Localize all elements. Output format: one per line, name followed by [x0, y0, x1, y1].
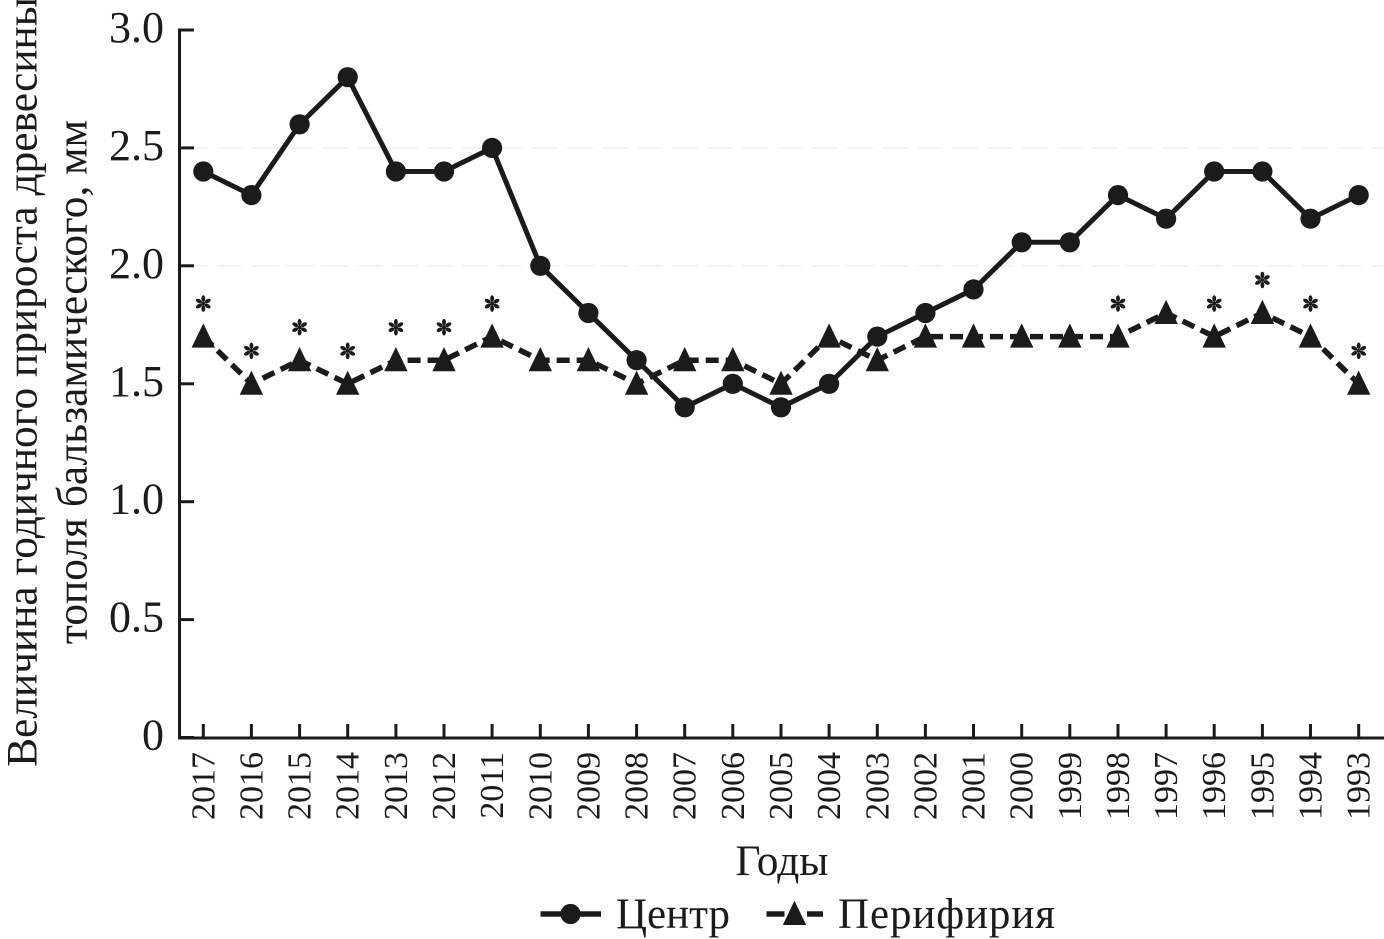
svg-text:Величина годичного прироста др: Величина годичного прироста древесины: [0, 0, 47, 767]
svg-text:2006: 2006: [715, 752, 752, 820]
svg-text:Перифирия: Перифирия: [838, 891, 1056, 938]
svg-text:2005: 2005: [763, 752, 800, 820]
svg-text:тополя бальзамического, мм: тополя бальзамического, мм: [49, 120, 97, 644]
svg-text:1999: 1999: [1052, 752, 1089, 820]
svg-text:0: 0: [142, 711, 164, 760]
svg-text:Годы: Годы: [736, 837, 829, 885]
svg-text:2.5: 2.5: [109, 121, 164, 170]
svg-text:1994: 1994: [1293, 752, 1330, 820]
svg-text:2010: 2010: [522, 752, 559, 820]
svg-text:2.0: 2.0: [109, 239, 164, 288]
svg-text:2003: 2003: [859, 752, 896, 820]
svg-text:1996: 1996: [1196, 752, 1233, 820]
svg-text:1995: 1995: [1244, 752, 1281, 820]
svg-text:2017: 2017: [185, 752, 222, 820]
svg-text:2012: 2012: [426, 752, 463, 820]
svg-text:2014: 2014: [330, 752, 367, 820]
svg-text:2016: 2016: [233, 752, 270, 820]
svg-text:1.5: 1.5: [109, 357, 164, 406]
svg-text:2013: 2013: [378, 752, 415, 820]
svg-text:1998: 1998: [1100, 752, 1137, 820]
svg-text:2002: 2002: [907, 752, 944, 820]
svg-text:2000: 2000: [1004, 752, 1041, 820]
svg-text:3.0: 3.0: [109, 3, 164, 52]
svg-text:Центр: Центр: [616, 891, 730, 938]
svg-text:2001: 2001: [956, 752, 993, 820]
svg-text:1997: 1997: [1148, 752, 1185, 820]
svg-text:2007: 2007: [667, 752, 704, 820]
svg-text:2004: 2004: [811, 752, 848, 820]
svg-text:2009: 2009: [570, 752, 607, 820]
svg-text:1993: 1993: [1341, 752, 1378, 820]
svg-text:2008: 2008: [619, 752, 656, 820]
svg-text:0.5: 0.5: [109, 593, 164, 642]
svg-text:1.0: 1.0: [109, 475, 164, 524]
svg-text:2015: 2015: [282, 752, 319, 820]
svg-text:2011: 2011: [474, 752, 511, 819]
